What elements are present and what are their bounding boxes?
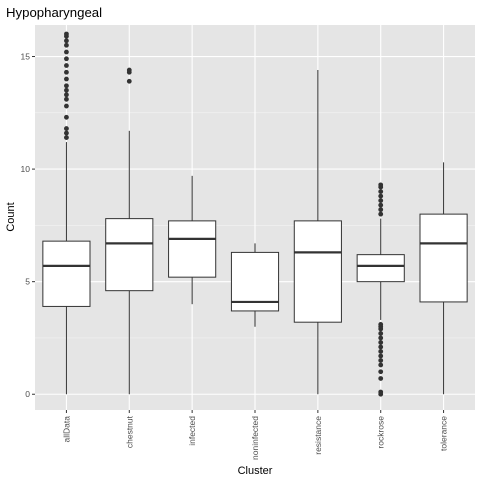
y-tick-label: 10 (21, 164, 31, 174)
y-axis-title: Count (5, 202, 17, 231)
outlier-point (64, 76, 69, 82)
box-group-rockrose (356, 182, 405, 397)
y-tick-label: 0 (25, 389, 30, 399)
outlier-point (378, 322, 384, 327)
outlier-point (378, 358, 384, 363)
outlier-point (126, 67, 132, 73)
x-tick-label: chestnut (124, 415, 134, 448)
x-axis-title: Cluster (238, 465, 273, 477)
x-tick-label: allData (61, 416, 71, 443)
outlier-point (378, 335, 384, 341)
outlier-point (64, 114, 69, 120)
outlier-point (64, 87, 69, 93)
outlier-point (378, 353, 384, 359)
box-iqr (419, 213, 468, 303)
outlier-point (378, 189, 384, 195)
outlier-point (64, 96, 69, 102)
outlier-point (64, 83, 69, 89)
chart-title: Hypopharyngeal (6, 5, 102, 20)
outlier-point (378, 340, 384, 345)
outlier-point (378, 207, 384, 213)
box-group-infected (168, 175, 217, 305)
outlier-point (64, 103, 69, 109)
outlier-point (378, 198, 384, 204)
box-group-tolerance (419, 162, 468, 395)
y-tick-label: 5 (25, 277, 30, 287)
box-iqr (105, 218, 154, 292)
outlier-point (378, 331, 384, 336)
outlier-point (64, 56, 69, 62)
outlier-point (64, 63, 69, 68)
x-tick-label: noninfected (250, 416, 260, 460)
outlier-point (64, 38, 69, 44)
y-tick-label: 15 (21, 52, 31, 62)
box-group-chestnut (105, 67, 154, 395)
outlier-point (64, 126, 69, 131)
box-group-noninfected (230, 243, 280, 327)
box-iqr (293, 220, 342, 323)
boxes-layer (42, 31, 468, 397)
outlier-point (378, 362, 384, 368)
box-iqr (168, 220, 217, 278)
box-group-resistance (293, 70, 342, 395)
x-tick-label: tolerance (439, 416, 449, 451)
outlier-point (378, 182, 384, 188)
outlier-point (378, 389, 384, 395)
outlier-point (64, 69, 69, 75)
outlier-point (64, 130, 69, 136)
axis-layer: 0 5 10 15 allData chestnut infected noninfected… (21, 52, 449, 460)
outlier-point (378, 349, 384, 354)
outlier-point (64, 31, 69, 37)
outlier-point (378, 376, 384, 381)
outlier-point (378, 369, 384, 375)
outlier-point (64, 135, 69, 140)
outlier-point (126, 78, 132, 84)
box-iqr (356, 254, 405, 283)
outlier-point (64, 92, 69, 98)
outlier-point (378, 344, 384, 350)
outlier-point (378, 211, 384, 217)
outlier-point (378, 193, 384, 199)
outlier-point (64, 42, 69, 48)
box-group-allData (42, 31, 91, 395)
x-tick-label: rockrose (376, 416, 386, 449)
x-tick-label: infected (187, 416, 197, 446)
outlier-point (64, 49, 69, 55)
box-iqr (42, 240, 91, 307)
outlier-point (378, 202, 384, 208)
x-tick-label: resistance (313, 416, 323, 455)
